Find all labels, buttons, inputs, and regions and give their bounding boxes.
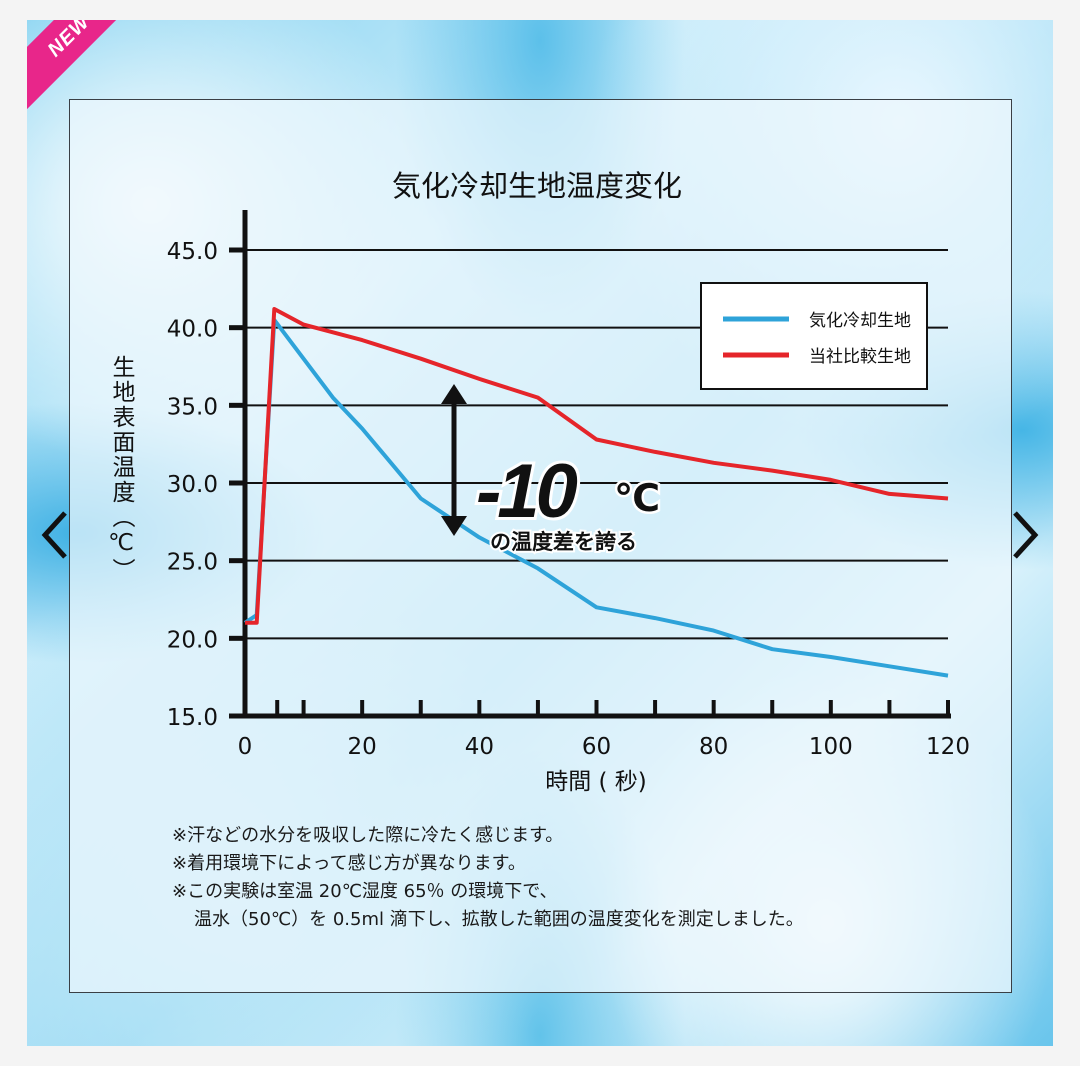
x-tick-label: 60 (582, 734, 611, 760)
x-tick-label: 0 (238, 734, 253, 760)
y-axis-label-text: 生地表面温度（℃） (108, 355, 136, 583)
y-tick-label: 30.0 (167, 472, 218, 498)
y-tick-label: 45.0 (167, 239, 218, 265)
y-axis-ticks: 15.0 20.0 25.0 30.0 35.0 40.0 45.0 (167, 239, 245, 731)
footnote-2: ※着用環境下によって感じ方が異なります。 (172, 853, 526, 874)
chart-title: 気化冷却生地温度変化 (392, 169, 682, 203)
x-tick-label: 20 (348, 734, 377, 760)
y-tick-label: 15.0 (167, 705, 218, 731)
footnote-1: ※汗などの水分を吸収した際に冷たく感じます。 (172, 825, 564, 846)
legend-label-2: 当社比較生地 (809, 347, 911, 367)
prev-arrow-button[interactable] (34, 505, 74, 565)
x-tick-label: 80 (699, 734, 728, 760)
footnote-3: ※この実験は室温 20℃湿度 65％ の環境下で、 (172, 881, 558, 902)
x-tick-label: 100 (809, 734, 853, 760)
x-axis-label: 時間 ( 秒) (545, 769, 647, 795)
x-tick-label: 120 (926, 734, 970, 760)
axes (242, 210, 951, 719)
next-arrow-button[interactable] (1006, 505, 1046, 565)
difference-unit: ℃ (614, 476, 660, 520)
y-axis-label: 生地表面温度（℃） (108, 355, 136, 583)
x-axis-ticks: 0 20 40 60 80 100 120 (238, 700, 970, 760)
series-line-1 (243, 317, 949, 678)
double-arrow-icon (441, 384, 467, 536)
difference-annotation: -10 ℃ の温度差を誇る (441, 384, 663, 556)
x-tick-label: 40 (465, 734, 494, 760)
series-lines (243, 307, 949, 678)
footnotes: ※汗などの水分を吸収した際に冷たく感じます。 ※着用環境下によって感じ方が異なり… (172, 822, 932, 934)
grid-lines (245, 249, 948, 640)
chevron-right-icon (1013, 511, 1039, 559)
y-tick-label: 35.0 (167, 394, 218, 420)
chevron-left-icon (41, 511, 67, 559)
chart-panel (69, 99, 1012, 993)
series-line-2 (245, 307, 949, 625)
y-tick-label: 40.0 (167, 317, 218, 343)
footnote-4: 温水（50℃）を 0.5ml 滴下し、拡散した範囲の温度変化を測定しました。 (194, 909, 804, 930)
y-tick-label: 25.0 (167, 550, 218, 576)
difference-caption: の温度差を誇る (490, 530, 637, 554)
y-tick-label: 20.0 (167, 627, 218, 653)
legend-box (700, 282, 928, 390)
legend-label-1: 気化冷却生地 (809, 311, 911, 331)
difference-value: -10 (476, 449, 578, 534)
